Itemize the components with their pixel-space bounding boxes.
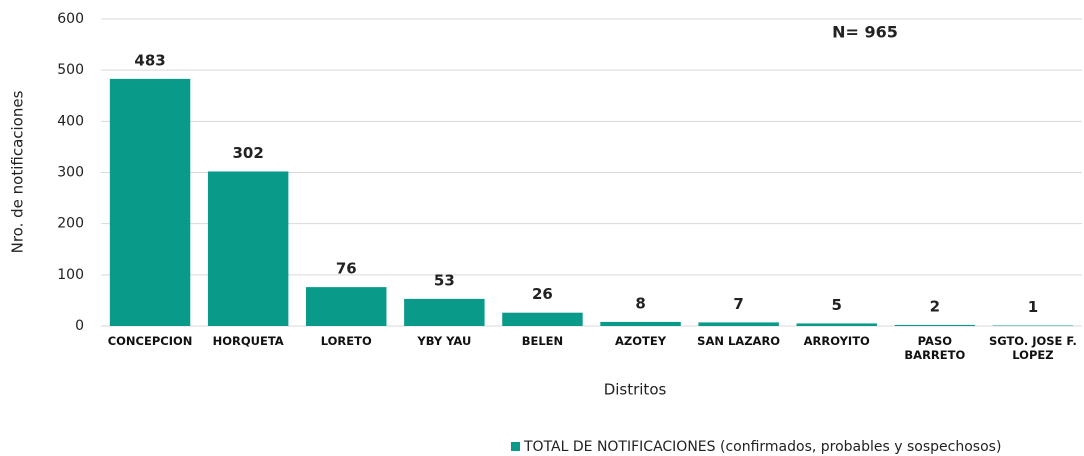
bar [894, 324, 976, 326]
x-tick-label: SAN LAZARO [697, 334, 781, 348]
data-label: 483 [134, 51, 165, 69]
data-label: 26 [532, 285, 553, 303]
data-label: 53 [434, 271, 455, 289]
y-tick-label: 400 [57, 113, 84, 129]
bar [600, 321, 681, 326]
y-tick-label: 100 [57, 267, 84, 283]
bar [306, 287, 387, 326]
y-tick-label: 200 [57, 216, 84, 232]
bar [502, 312, 583, 326]
legend-swatch [511, 442, 520, 451]
x-tick-label: SGTO. JOSE F. LOPEZ [988, 334, 1077, 362]
x-tick-label: PASO BARRETO [904, 334, 966, 362]
data-label: 1 [1028, 298, 1038, 316]
y-axis-title: Nro. de notificaciones [9, 90, 27, 253]
bar [207, 171, 289, 326]
data-label: 7 [733, 295, 743, 313]
annotation: N= 965 [832, 23, 898, 42]
y-tick-label: 300 [57, 165, 84, 181]
x-axis-title: Distritos [604, 381, 667, 399]
bar [698, 322, 779, 326]
x-tick-label: LORETO [320, 334, 372, 348]
bar [992, 325, 1074, 326]
bar [796, 323, 877, 326]
x-tick-label: CONCEPCION [107, 334, 193, 348]
x-tick-label: ARROYITO [803, 334, 870, 348]
bar [109, 78, 191, 327]
y-tick-label: 500 [57, 62, 84, 78]
data-label: 76 [336, 260, 357, 278]
data-label: 5 [832, 296, 842, 314]
x-tick-label: BELEN [521, 334, 564, 348]
data-label: 8 [635, 294, 645, 312]
data-label: 302 [232, 144, 263, 162]
bar [404, 298, 485, 326]
data-label: 2 [930, 297, 940, 315]
y-tick-label: 0 [75, 318, 84, 334]
x-tick-label: HORQUETA [212, 334, 284, 348]
y-tick-label: 600 [57, 11, 84, 27]
x-tick-label: YBY YAU [417, 334, 472, 348]
x-tick-label: AZOTEY [615, 334, 667, 348]
legend-label: TOTAL DE NOTIFICACIONES (confirmados, pr… [523, 439, 1001, 455]
